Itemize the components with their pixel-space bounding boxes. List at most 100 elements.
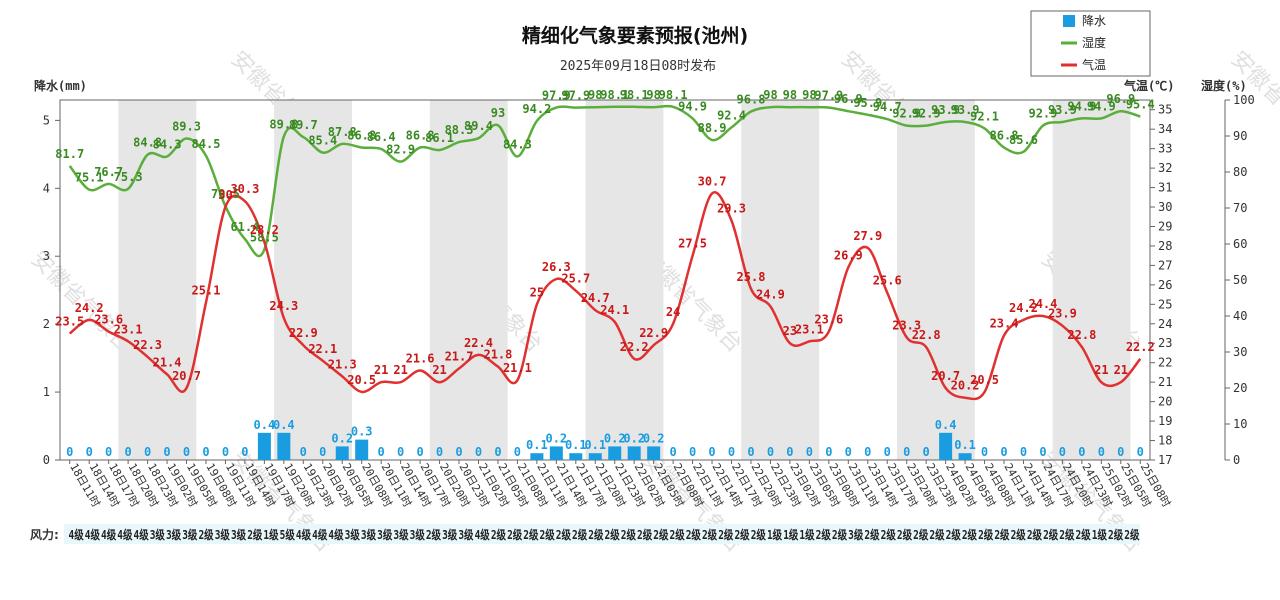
wind-value: 2级 bbox=[426, 527, 441, 542]
humidity-value-label: 84.8 bbox=[133, 136, 162, 150]
temperature-value-label: 25.8 bbox=[737, 270, 766, 284]
humidity-value-label: 85.4 bbox=[308, 134, 337, 148]
temperature-value-label: 25 bbox=[530, 285, 544, 299]
humidity-value-label: 86.4 bbox=[367, 130, 396, 144]
humidity-value-label: 98 bbox=[783, 88, 797, 102]
precip-tick-label: 0 bbox=[43, 453, 50, 467]
temperature-value-label: 21 bbox=[1094, 363, 1108, 377]
humidity-value-label: 84.3 bbox=[503, 138, 532, 152]
humidity-value-label: 85.6 bbox=[1009, 133, 1038, 147]
temperature-value-label: 26.3 bbox=[542, 260, 571, 274]
humidity-value-label: 95.9 bbox=[853, 96, 882, 110]
precip-value-label: 0 bbox=[728, 445, 735, 459]
wind-value: 3级 bbox=[393, 527, 408, 542]
temperature-value-label: 23 bbox=[783, 324, 797, 338]
temperature-tick-label: 24 bbox=[1158, 317, 1172, 331]
humidity-value-label: 89.7 bbox=[289, 118, 318, 132]
temperature-value-label: 21.7 bbox=[445, 350, 474, 364]
wind-value: 2级 bbox=[832, 527, 847, 542]
humidity-value-label: 88.3 bbox=[445, 123, 474, 137]
precip-tick-label: 1 bbox=[43, 385, 50, 399]
wind-value: 2级 bbox=[491, 527, 506, 542]
wind-value: 4级 bbox=[328, 527, 343, 542]
wind-value: 2级 bbox=[913, 527, 928, 542]
legend-label: 湿度 bbox=[1082, 35, 1106, 50]
temperature-value-label: 25.1 bbox=[192, 283, 221, 297]
wind-value: 2级 bbox=[686, 527, 701, 542]
wind-value: 2级 bbox=[751, 527, 766, 542]
wind-value: 3级 bbox=[361, 527, 376, 542]
precip-value-label: 0 bbox=[1000, 445, 1007, 459]
precip-value-label: 0 bbox=[514, 445, 521, 459]
precip-value-label: 0.2 bbox=[545, 431, 567, 445]
humidity-value-label: 94.9 bbox=[1087, 99, 1116, 113]
humidity-tick-label: 0 bbox=[1233, 453, 1240, 467]
wind-value: 2级 bbox=[669, 527, 684, 542]
wind-value: 3级 bbox=[166, 527, 181, 542]
precip-value-label: 0.1 bbox=[526, 438, 548, 452]
precip-bar bbox=[647, 446, 661, 460]
humidity-value-label: 70.5 bbox=[211, 187, 240, 201]
precip-value-label: 0 bbox=[767, 445, 774, 459]
wind-value: 2级 bbox=[1076, 527, 1091, 542]
precip-value-label: 0.1 bbox=[584, 438, 606, 452]
wind-value: 2级 bbox=[929, 527, 944, 542]
precip-value-label: 0 bbox=[923, 445, 930, 459]
temperature-value-label: 20.5 bbox=[347, 373, 376, 387]
humidity-value-label: 92.9 bbox=[1028, 107, 1057, 121]
temperature-tick-label: 18 bbox=[1158, 434, 1172, 448]
night-band bbox=[1052, 100, 1131, 460]
humidity-value-label: 98.1 bbox=[620, 88, 649, 102]
wind-value: 2级 bbox=[1059, 527, 1074, 542]
humidity-tick-label: 30 bbox=[1233, 345, 1247, 359]
wind-value: 2级 bbox=[1027, 527, 1042, 542]
wind-value: 4级 bbox=[117, 527, 132, 542]
precip-bars bbox=[257, 432, 972, 460]
humidity-tick-label: 50 bbox=[1233, 273, 1247, 287]
precip-value-label: 0 bbox=[475, 445, 482, 459]
humidity-value-label: 92.9 bbox=[892, 107, 921, 121]
temperature-value-label: 20.5 bbox=[970, 373, 999, 387]
wind-value: 1级 bbox=[1092, 527, 1107, 542]
precip-value-label: 0 bbox=[1078, 445, 1085, 459]
wind-value: 2级 bbox=[816, 527, 831, 542]
temperature-value-label: 24.4 bbox=[1028, 297, 1057, 311]
precip-value-label: 0 bbox=[105, 445, 112, 459]
precip-value-label: 0 bbox=[222, 445, 229, 459]
humidity-value-label: 94.7 bbox=[873, 100, 902, 114]
precip-bar bbox=[608, 446, 622, 460]
precip-bar bbox=[335, 446, 349, 460]
temperature-value-label: 21.1 bbox=[503, 361, 532, 375]
humidity-value-label: 84.5 bbox=[192, 137, 221, 151]
humidity-value-label: 96.9 bbox=[834, 92, 863, 106]
temperature-line bbox=[68, 191, 1142, 401]
humidity-value-label: 98.1 bbox=[659, 88, 688, 102]
temperature-tick-label: 19 bbox=[1158, 414, 1172, 428]
legend-label: 降水 bbox=[1082, 14, 1106, 28]
temperature-value-label: 22.4 bbox=[464, 336, 493, 350]
night-band bbox=[429, 100, 508, 460]
humidity-value-label: 92.9 bbox=[912, 107, 941, 121]
wind-value: 3级 bbox=[215, 527, 230, 542]
humidity-value-label: 96.8 bbox=[737, 93, 766, 107]
humidity-value-label: 92.4 bbox=[717, 108, 746, 122]
precip-value-label: 0 bbox=[125, 445, 132, 459]
legend-label: 气温 bbox=[1082, 57, 1106, 72]
precip-bar bbox=[958, 453, 972, 460]
precip-value-label: 0 bbox=[241, 445, 248, 459]
precip-value-label: 0 bbox=[864, 445, 871, 459]
precip-axis: 0 1 2 3 4 5 bbox=[43, 113, 60, 467]
wind-value: 3级 bbox=[150, 527, 165, 542]
wind-row: 风力: 4级4级4级4级4级3级3级3级2级3级3级2级1级5级4级4级4级3级3… bbox=[30, 524, 1140, 544]
wind-value: 4级 bbox=[312, 527, 327, 542]
wind-value: 2级 bbox=[653, 527, 668, 542]
wind-row-background bbox=[64, 524, 1140, 544]
wind-value: 3级 bbox=[231, 527, 246, 542]
humidity-value-label: 89.8 bbox=[269, 118, 298, 132]
precip-value-label: 0 bbox=[397, 445, 404, 459]
temperature-value-label: 29.3 bbox=[717, 202, 746, 216]
precip-value-label: 0 bbox=[86, 445, 93, 459]
wind-value: 4级 bbox=[296, 527, 311, 542]
temperature-value-label: 23.5 bbox=[55, 315, 84, 329]
precip-value-label: 0.1 bbox=[565, 438, 587, 452]
